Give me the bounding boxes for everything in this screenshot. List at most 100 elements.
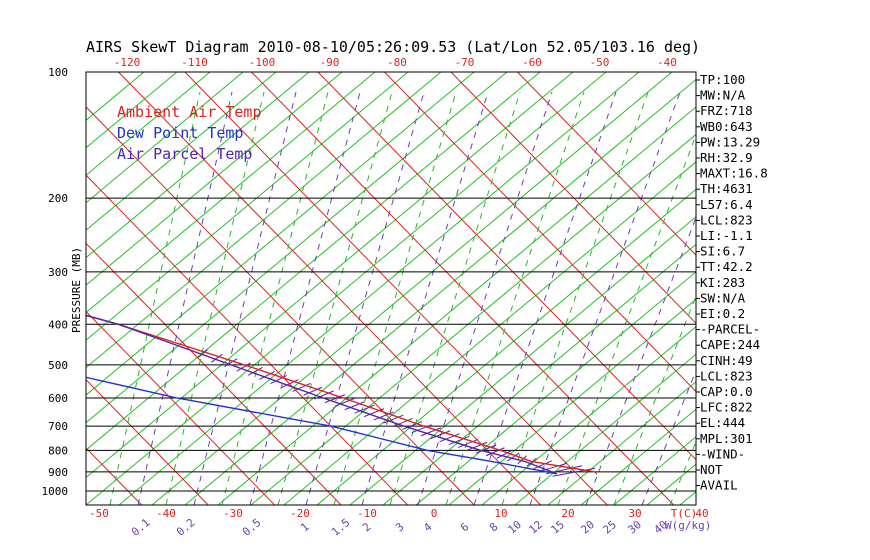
cape-hatch-line bbox=[485, 447, 505, 457]
mixing-ratio-line bbox=[473, 91, 617, 505]
mixing-ratio-tick-label: 2 bbox=[360, 520, 373, 534]
pressure-tick-label: 400 bbox=[48, 318, 68, 331]
pressure-tick-label: 300 bbox=[48, 266, 68, 279]
mixing-ratio-line bbox=[165, 91, 265, 505]
stability-index-item: EI:0.2 bbox=[700, 306, 745, 321]
bottom-temp-tick-label: 30 bbox=[628, 507, 641, 520]
dry-adiabat-line bbox=[86, 72, 211, 176]
pressure-tick-label: 100 bbox=[48, 66, 68, 79]
mixing-ratio-line bbox=[501, 91, 649, 505]
dry-adiabat-line bbox=[349, 216, 696, 505]
cape-hatch-line bbox=[270, 375, 287, 384]
dry-adiabat-line bbox=[86, 72, 607, 505]
isotherm-line bbox=[317, 72, 696, 461]
pressure-tick-label: 800 bbox=[48, 444, 68, 457]
cape-hatch-line bbox=[457, 438, 479, 448]
top-temp-tick-label: -120 bbox=[114, 56, 141, 69]
cape-hatch-line bbox=[363, 408, 385, 418]
legend-entry-ambient-air-temp: Ambient Air Temp bbox=[117, 103, 262, 121]
isotherm-line bbox=[0, 72, 75, 505]
series-line-ambient-air-temp bbox=[86, 314, 598, 475]
cape-hatch-line bbox=[344, 401, 365, 411]
isotherm-line bbox=[86, 379, 209, 505]
mixing-ratio-tick-label: 0.1 bbox=[129, 516, 153, 539]
isotherm-line bbox=[450, 72, 696, 325]
dry-adiabat-line bbox=[283, 161, 696, 505]
stability-index-item: LFC:822 bbox=[700, 400, 753, 415]
cape-hatch-line bbox=[314, 390, 334, 400]
stability-index-item: LI:-1.1 bbox=[700, 228, 753, 243]
cape-hatch-line bbox=[211, 353, 223, 363]
stability-index-item: CAP:0.0 bbox=[700, 384, 753, 399]
dry-adiabat-line bbox=[580, 408, 696, 505]
mixing-ratio-tick-label: 30 bbox=[625, 518, 644, 536]
stability-index-item: MAXT:16.8 bbox=[700, 166, 768, 181]
stability-index-item: PW:13.29 bbox=[700, 134, 760, 149]
cape-hatch-line bbox=[303, 386, 323, 396]
dry-adiabat-line bbox=[86, 72, 178, 149]
pressure-tick-label: 200 bbox=[48, 192, 68, 205]
chart-title: AIRS SkewT Diagram 2010-08-10/05:26:09.5… bbox=[86, 38, 700, 56]
cape-hatch-line bbox=[354, 404, 375, 414]
dry-adiabat-line bbox=[514, 353, 696, 505]
stability-index-item: L57:6.4 bbox=[700, 197, 753, 212]
mixing-ratio-tick-label: 1.5 bbox=[329, 516, 353, 539]
pressure-tick-label: 600 bbox=[48, 392, 68, 405]
series-line-dew-point-temp bbox=[86, 376, 557, 475]
cape-hatch-line bbox=[392, 417, 413, 427]
dry-adiabat-line bbox=[812, 72, 870, 505]
cape-hatch-line bbox=[281, 379, 299, 388]
dry-adiabat-line bbox=[86, 72, 475, 396]
dry-adiabat-line bbox=[547, 381, 696, 505]
pressure-tick-label: 1000 bbox=[42, 485, 69, 498]
stability-index-item: FRZ:718 bbox=[700, 103, 753, 118]
top-temp-tick-label: -80 bbox=[387, 56, 407, 69]
mixing-ratio-unit-label: W(g/kg) bbox=[665, 519, 711, 532]
dry-adiabat-line bbox=[86, 72, 442, 369]
cape-hatch-line bbox=[247, 366, 263, 376]
top-temp-tick-label: -110 bbox=[181, 56, 208, 69]
cape-hatch-line bbox=[402, 421, 423, 431]
cape-hatch-line bbox=[552, 467, 596, 477]
stability-index-item: WB0:643 bbox=[700, 119, 753, 134]
isotherm-line bbox=[0, 72, 9, 505]
top-temp-tick-label: -90 bbox=[320, 56, 340, 69]
mixing-ratio-tick-label: 20 bbox=[578, 518, 597, 536]
cape-hatch-line bbox=[373, 411, 394, 421]
dry-adiabat-line bbox=[118, 72, 640, 505]
bottom-temp-tick-label: 0 bbox=[431, 507, 438, 520]
pressure-tick-label: 500 bbox=[48, 359, 68, 372]
mixing-ratio-tick-label: 6 bbox=[458, 520, 471, 534]
cape-hatch-line bbox=[411, 424, 432, 434]
stability-index-item: MW:N/A bbox=[700, 88, 746, 103]
plot-frame bbox=[85, 71, 697, 506]
stability-index-item: CAPE:244 bbox=[700, 337, 760, 352]
isotherm-line bbox=[184, 72, 608, 505]
mixing-ratio-line bbox=[137, 91, 233, 505]
cape-hatch-line bbox=[259, 371, 275, 380]
mixing-ratio-line bbox=[389, 91, 521, 505]
stability-index-item: TH:4631 bbox=[700, 181, 753, 196]
bottom-temp-tick-label: 10 bbox=[494, 507, 507, 520]
mixing-ratio-line bbox=[249, 91, 361, 505]
cape-hatch-line bbox=[420, 427, 442, 437]
cape-hatch-line bbox=[539, 462, 568, 472]
isotherm-line bbox=[86, 174, 409, 505]
mixing-ratio-tick-label: 15 bbox=[548, 518, 567, 536]
cape-hatch-line bbox=[476, 444, 497, 454]
bottom-temp-tick-label: -10 bbox=[357, 507, 377, 520]
mixing-ratio-line bbox=[641, 369, 696, 505]
dry-adiabat-line bbox=[86, 72, 508, 424]
cape-hatch-line bbox=[448, 436, 469, 446]
stability-index-item: -PARCEL- bbox=[700, 322, 760, 337]
top-temp-tick-label: -40 bbox=[657, 56, 677, 69]
stability-index-item: EL:444 bbox=[700, 415, 745, 430]
cape-hatch-line bbox=[496, 450, 513, 459]
dry-adiabat-line bbox=[151, 72, 673, 505]
legend-entry-air-parcel-temp: Air Parcel Temp bbox=[117, 145, 252, 163]
bottom-temp-tick-label: 40 bbox=[695, 507, 708, 520]
stability-index-item: AVAIL bbox=[700, 478, 738, 493]
mixing-ratio-line bbox=[557, 133, 696, 505]
bottom-temp-tick-label: -30 bbox=[223, 507, 243, 520]
